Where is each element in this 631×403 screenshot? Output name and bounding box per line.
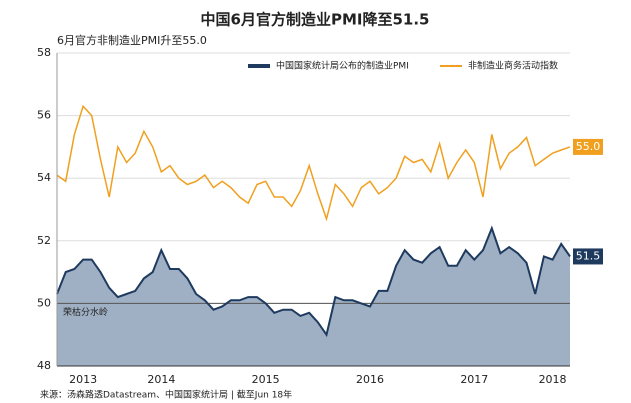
x-tick-label: 2018 — [539, 373, 567, 386]
x-tick-label: 2013 — [69, 373, 97, 386]
area — [57, 228, 570, 366]
end-label-box — [573, 248, 603, 265]
end-label-box — [573, 138, 603, 155]
chart-title: 中国6月官方制造业PMI降至51.5 — [201, 11, 430, 29]
reference-label: 荣枯分水岭 — [63, 306, 108, 318]
series-line — [56, 104, 571, 222]
end-label: 55.0 — [576, 140, 601, 153]
x-tick-label: 2015 — [252, 373, 280, 386]
x-tick-label: 2014 — [147, 373, 175, 386]
y-tick-label: 48 — [37, 359, 51, 372]
x-tick-label: 2016 — [356, 373, 384, 386]
y-tick-label: 58 — [37, 46, 51, 59]
source: 来源：汤森路透Datastream、中国国家统计局 | 截至Jun 18年 — [40, 389, 292, 401]
y-tick-label: 50 — [37, 296, 51, 309]
y-tick-label: 56 — [37, 109, 51, 122]
y-tick-label: 54 — [37, 171, 51, 184]
x-tick-label: 2017 — [460, 373, 488, 386]
series-line — [56, 225, 571, 338]
chart-subtitle: 6月官方非制造业PMI升至55.0 — [57, 33, 207, 47]
legend-label: 非制造业商务活动指数 — [468, 60, 558, 72]
end-label: 51.5 — [576, 249, 601, 262]
y-tick-label: 52 — [37, 234, 51, 247]
legend-label: 中国国家统计局公布的制造业PMI — [276, 60, 409, 72]
